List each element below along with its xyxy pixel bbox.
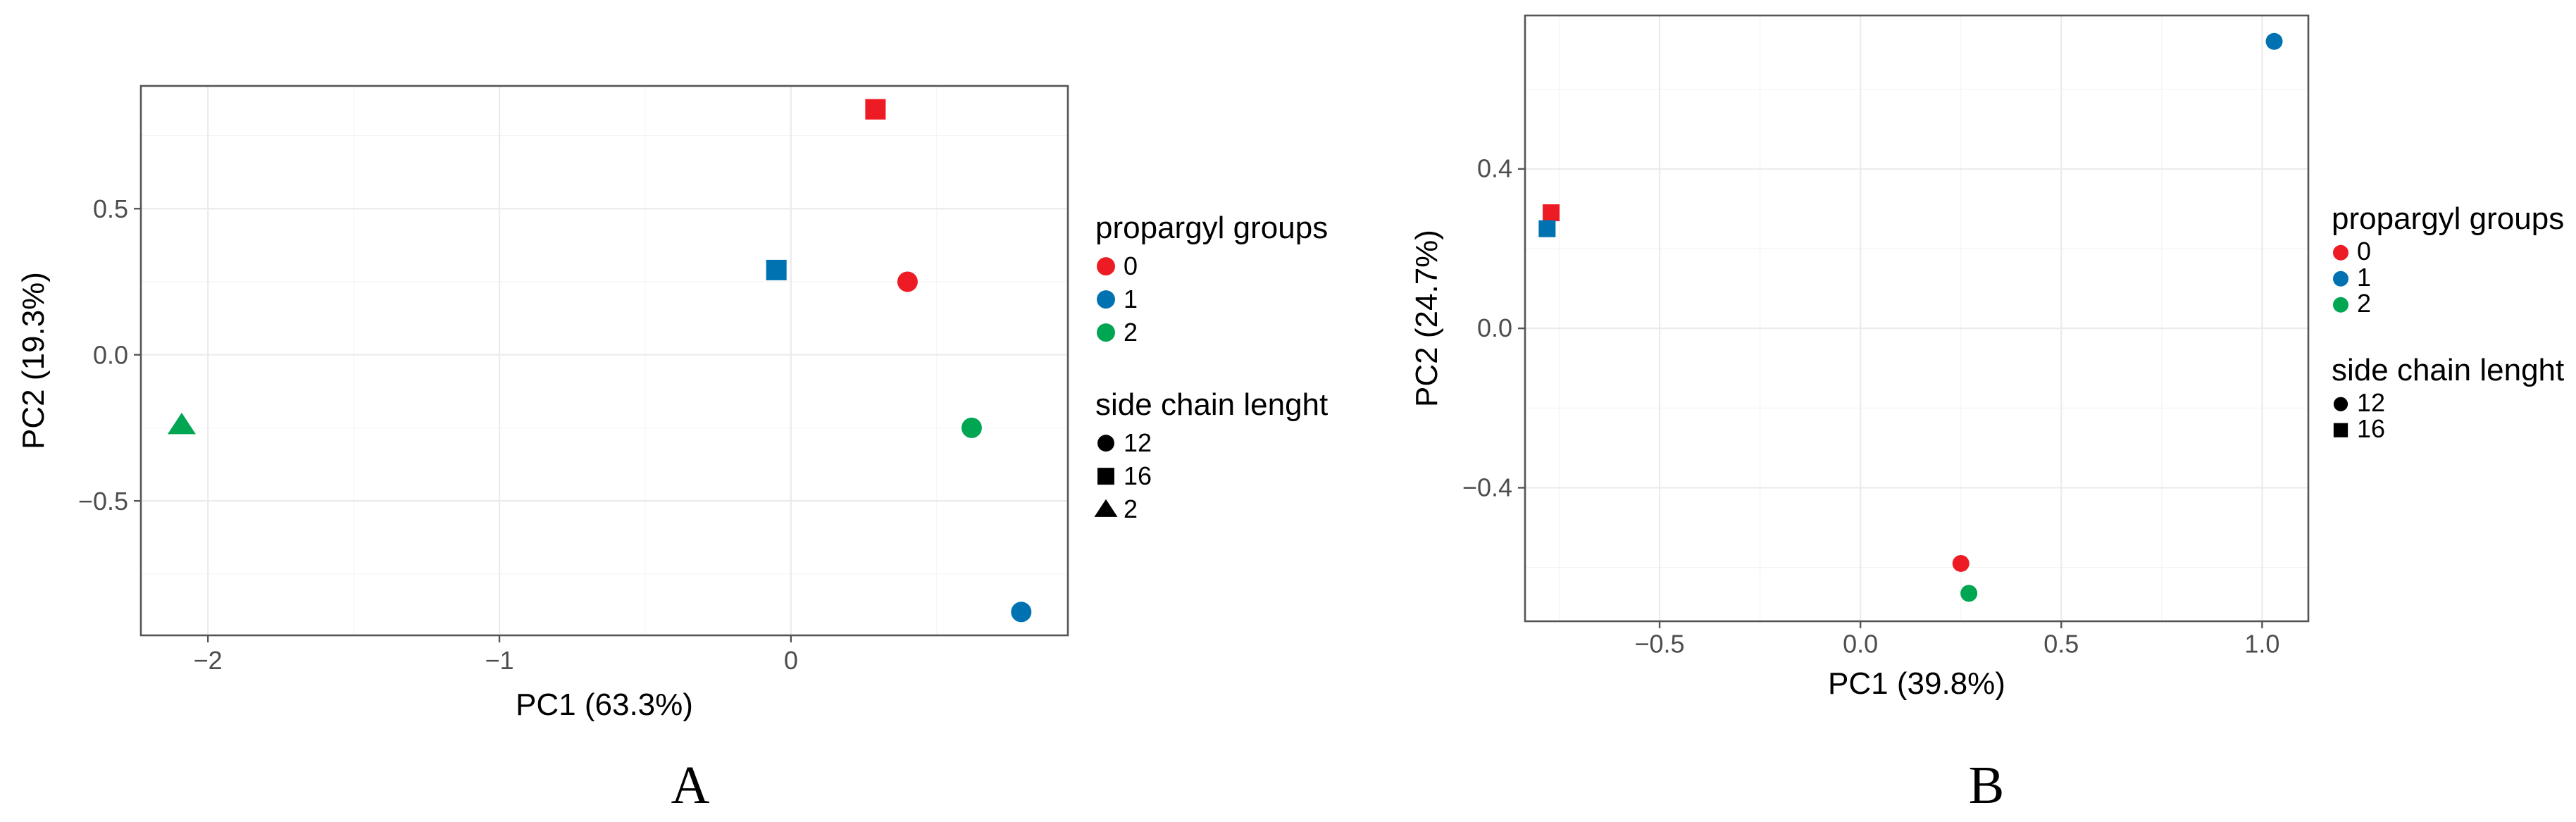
- legend-label-color-2: 2: [2357, 289, 2371, 318]
- y-axis-title: PC2 (24.7%): [1410, 230, 1444, 407]
- legend-label-shape-12: 12: [1124, 428, 1152, 457]
- x-tick-label: −2: [194, 646, 223, 675]
- data-point: [961, 417, 982, 438]
- y-axis-title: PC2 (19.3%): [16, 272, 51, 449]
- data-point: [766, 259, 787, 280]
- data-point: [1538, 220, 1556, 237]
- x-tick-label: 0.5: [2043, 630, 2079, 659]
- legend-key-shape-16: [1097, 468, 1114, 485]
- legend-label-shape-16: 16: [1124, 461, 1152, 490]
- panel-a: −2 −1 0 −0.5 0.0 0.5 PC1 (63.3%) PC2 (19.3%) pro…: [16, 85, 1328, 815]
- legend-key-color-0: [2333, 244, 2348, 261]
- data-point: [865, 99, 886, 120]
- plot-border: [139, 85, 1069, 637]
- x-tick-label: 0: [784, 646, 798, 675]
- gridlines: [1525, 15, 2308, 621]
- y-tick-label: 0.4: [1477, 154, 1512, 183]
- plot-border: [1524, 14, 2310, 623]
- panel-label-b: B: [1969, 756, 2005, 815]
- x-tick-label: −1: [485, 646, 514, 675]
- x-tick-label: 0.0: [1843, 630, 1878, 659]
- gridlines: [141, 86, 1068, 635]
- y-tick-label: 0.0: [1477, 313, 1512, 342]
- legend-title-side-chain: side chain lenght: [1095, 387, 1328, 422]
- legend-key-shape-12: [1097, 435, 1114, 452]
- legend-label-color-0: 0: [1124, 251, 1138, 280]
- legend-label-shape-12: 12: [2357, 388, 2385, 417]
- x-axis-title: PC1 (39.8%): [1828, 666, 2005, 701]
- data-point: [1960, 585, 1978, 602]
- plot-area: [141, 86, 1068, 635]
- data-points: [1538, 32, 2283, 602]
- legend-label-color-1: 1: [1124, 285, 1138, 313]
- legend-key-shape-2: [1094, 499, 1118, 517]
- data-point: [1011, 602, 1032, 623]
- data-point: [167, 412, 196, 435]
- legend-label-color-0: 0: [2357, 237, 2371, 266]
- legend-title-side-chain: side chain lenght: [2332, 353, 2564, 387]
- legend-key-color-2: [1097, 323, 1115, 342]
- legend-label-shape-2: 2: [1124, 494, 1138, 523]
- legend-key-color-1: [2333, 270, 2348, 287]
- legend-key-shape-16: [2333, 423, 2348, 437]
- y-tick-label: 0.0: [93, 341, 128, 370]
- legend-key-color-1: [1097, 290, 1115, 309]
- legend-label-color-2: 2: [1124, 318, 1138, 347]
- legend-title-propargyl-groups: propargyl groups: [1095, 211, 1328, 245]
- data-point: [1543, 204, 1560, 222]
- legend-label-shape-16: 16: [2357, 414, 2385, 443]
- data-point: [897, 271, 918, 292]
- y-tick-label: −0.5: [78, 487, 128, 516]
- x-axis-title: PC1 (63.3%): [516, 687, 693, 722]
- panel-label-a: A: [671, 756, 710, 815]
- data-point: [2265, 32, 2283, 50]
- legend-key-shape-12: [2333, 397, 2348, 411]
- legend-label-color-1: 1: [2357, 263, 2371, 292]
- panel-b: −0.5 0.0 0.5 1.0 −0.4 0.0 0.4 PC1 (39.8%) PC2 (2…: [1410, 14, 2564, 815]
- legend-title-propargyl-groups: propargyl groups: [2332, 201, 2564, 236]
- data-point: [1952, 554, 1970, 572]
- x-tick-label: 1.0: [2244, 630, 2279, 659]
- y-tick-label: −0.4: [1462, 473, 1512, 502]
- legend-key-color-0: [1097, 257, 1115, 276]
- legend-key-color-2: [2333, 297, 2348, 313]
- plot-area: [1525, 15, 2308, 621]
- y-tick-label: 0.5: [93, 194, 128, 223]
- x-tick-label: −0.5: [1634, 630, 1684, 659]
- data-points: [167, 99, 1032, 623]
